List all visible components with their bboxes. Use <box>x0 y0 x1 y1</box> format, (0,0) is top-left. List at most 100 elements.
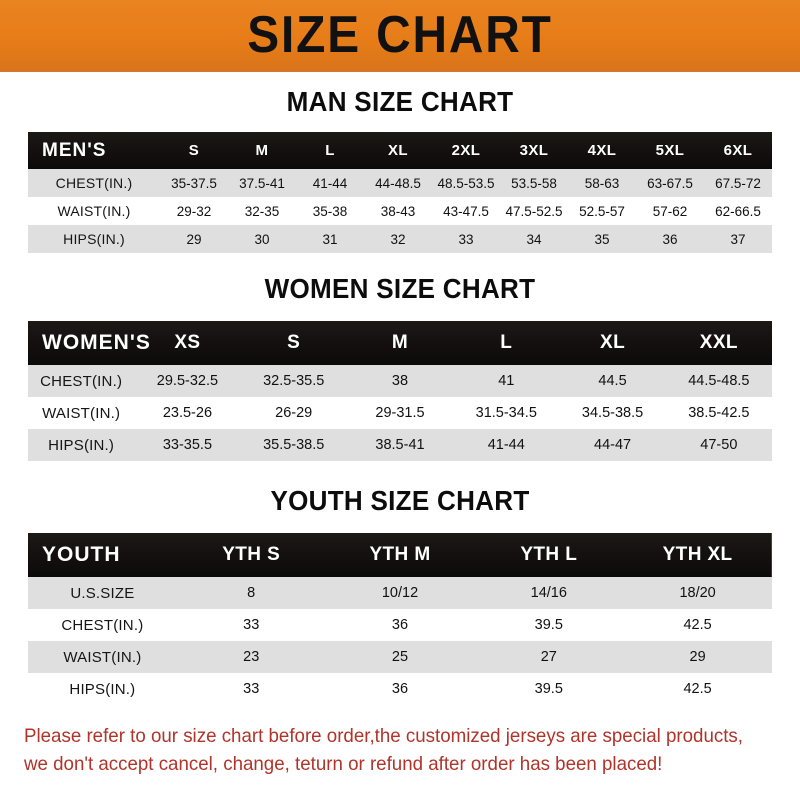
cell: 42.5 <box>683 681 712 697</box>
cell: 35 <box>594 231 610 247</box>
man-col-m: M <box>255 142 269 159</box>
man-col-l: L <box>325 142 335 159</box>
women-row-label-chest: CHEST(IN.) <box>40 372 123 390</box>
cell: 35-38 <box>312 203 348 219</box>
man-row-label-hips: HIPS(IN.) <box>63 231 125 247</box>
youth-size-table-body: U.S.SIZE 8 10/12 14/16 18/20 CHEST(IN.) … <box>28 577 772 705</box>
man-col-s: S <box>188 142 200 159</box>
man-col-xl: XL <box>388 142 408 159</box>
man-col-4xl: 4XL <box>587 142 617 159</box>
cell: 35.5-38.5 <box>263 437 325 453</box>
cell: 41 <box>498 373 515 389</box>
man-size-table-head: MEN'S S M L XL 2XL 3XL 4XL 5XL 6XL <box>28 132 772 169</box>
man-col-2xl: 2XL <box>451 142 481 159</box>
table-row: HIPS(IN.) 33 36 39.5 42.5 <box>28 673 772 705</box>
cell: 18/20 <box>679 585 716 601</box>
man-size-table-body: CHEST(IN.) 35-37.5 37.5-41 41-44 44-48.5… <box>28 169 772 253</box>
man-col-6xl: 6XL <box>723 142 753 159</box>
cell: 58-63 <box>584 175 620 191</box>
cell: 32.5-35.5 <box>263 373 325 389</box>
cell: 33 <box>243 617 260 633</box>
cell: 63-67.5 <box>647 175 693 191</box>
cell: 36 <box>391 617 409 633</box>
cell: 38.5-42.5 <box>688 405 750 421</box>
cell: 44.5-48.5 <box>688 373 750 389</box>
cell: 36 <box>662 231 678 247</box>
women-size-table-body: CHEST(IN.) 29.5-32.5 32.5-35.5 38 41 44.… <box>28 365 772 461</box>
cell: 44-48.5 <box>375 175 421 191</box>
table-row: WAIST(IN.) 23 25 27 29 <box>28 641 772 673</box>
cell: 29.5-32.5 <box>156 373 219 389</box>
cell: 31.5-34.5 <box>475 405 537 421</box>
cell: 37 <box>730 231 746 247</box>
cell: 26-29 <box>275 405 313 421</box>
man-size-chart-title: MAN SIZE CHART <box>286 86 514 117</box>
cell: 32-35 <box>244 203 280 219</box>
cell: 67.5-72 <box>715 175 761 191</box>
table-row: WAIST(IN.) 29-32 32-35 35-38 38-43 43-47… <box>28 197 772 225</box>
cell: 23 <box>243 649 260 665</box>
cell: 37.5-41 <box>239 175 285 191</box>
man-row-label-waist: WAIST(IN.) <box>57 203 131 219</box>
table-row: CHEST(IN.) 35-37.5 37.5-41 41-44 44-48.5… <box>28 169 772 197</box>
women-col-m: M <box>391 332 409 353</box>
youth-row-label-us-size: U.S.SIZE <box>70 584 135 602</box>
table-row: WAIST(IN.) 23.5-26 26-29 29-31.5 31.5-34… <box>28 397 772 429</box>
women-size-table: WOMEN'S XS S M L XL XXL CHEST(IN.) 29.5-… <box>28 321 772 461</box>
cell: 34.5-38.5 <box>581 405 644 421</box>
page-title: SIZE CHART <box>247 5 553 64</box>
table-row: CHEST(IN.) 33 36 39.5 42.5 <box>28 609 772 641</box>
women-row-label-waist: WAIST(IN.) <box>42 404 121 422</box>
cell: 29 <box>689 649 706 665</box>
women-col-xxl: XXL <box>699 332 738 353</box>
cell: 42.5 <box>683 617 712 633</box>
youth-col-s: YTH S <box>222 544 281 565</box>
cell: 36 <box>391 681 409 697</box>
youth-col-m: YTH M <box>369 544 431 565</box>
women-col-l: L <box>500 332 513 353</box>
cell: 29-31.5 <box>375 405 425 421</box>
order-policy-note-line-2: we don't accept cancel, change, teturn o… <box>24 752 663 775</box>
order-policy-note: Please refer to our size chart before or… <box>24 723 746 778</box>
page-banner: SIZE CHART <box>0 0 800 72</box>
cell: 10/12 <box>381 585 419 601</box>
youth-label-header: YOUTH <box>42 543 121 566</box>
man-label-header: MEN'S <box>42 139 107 161</box>
cell: 44-47 <box>594 437 632 453</box>
table-header-row: MEN'S S M L XL 2XL 3XL 4XL 5XL 6XL <box>28 132 772 169</box>
cell: 25 <box>391 649 409 665</box>
women-col-s: S <box>287 332 301 353</box>
cell: 27 <box>540 649 557 665</box>
cell: 30 <box>254 231 270 247</box>
cell: 38 <box>391 373 409 389</box>
cell: 48.5-53.5 <box>437 175 495 191</box>
youth-size-table: YOUTH YTH S YTH M YTH L YTH XL U.S.SIZE … <box>28 533 772 705</box>
cell: 29-32 <box>176 203 212 219</box>
cell: 38.5-41 <box>375 437 425 453</box>
youth-size-chart-section: YOUTH SIZE CHART YOUTH YTH S YTH M YTH L… <box>0 461 800 705</box>
man-col-3xl: 3XL <box>519 142 549 159</box>
youth-row-label-chest: CHEST(IN.) <box>61 616 144 634</box>
cell: 47-50 <box>700 437 738 453</box>
cell: 43-47.5 <box>443 203 489 219</box>
cell: 41-44 <box>487 437 525 453</box>
cell: 35-37.5 <box>171 175 217 191</box>
cell: 57-62 <box>652 203 688 219</box>
cell: 33 <box>243 681 260 697</box>
cell: 47.5-52.5 <box>505 203 563 219</box>
man-size-table: MEN'S S M L XL 2XL 3XL 4XL 5XL 6XL CHEST… <box>28 132 772 253</box>
man-row-label-chest: CHEST(IN.) <box>55 175 133 191</box>
cell: 33 <box>458 231 474 247</box>
cell: 14/16 <box>530 585 567 601</box>
youth-size-chart-title: YOUTH SIZE CHART <box>270 485 530 516</box>
man-size-chart-section: MAN SIZE CHART MEN'S S M L XL 2XL 3XL 4X… <box>0 72 800 253</box>
youth-row-label-waist: WAIST(IN.) <box>63 648 142 666</box>
man-col-5xl: 5XL <box>655 142 685 159</box>
women-row-label-hips: HIPS(IN.) <box>48 436 115 454</box>
cell: 23.5-26 <box>162 405 213 421</box>
cell: 44.5 <box>598 373 627 389</box>
cell: 39.5 <box>534 681 563 697</box>
table-row: U.S.SIZE 8 10/12 14/16 18/20 <box>28 577 772 609</box>
cell: 41-44 <box>312 175 348 191</box>
cell: 8 <box>247 585 256 601</box>
